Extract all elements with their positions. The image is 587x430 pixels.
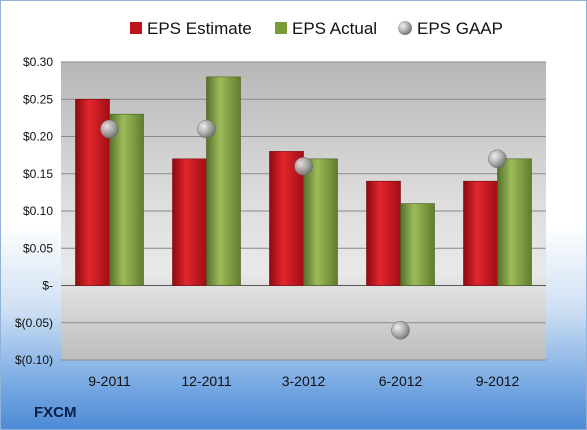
eps-actual-bar bbox=[206, 76, 241, 286]
eps-estimate-bar bbox=[269, 151, 304, 286]
eps-actual-bar bbox=[109, 113, 144, 286]
eps-gaap-point bbox=[294, 157, 313, 176]
x-tick-label: 6-2012 bbox=[379, 373, 423, 389]
x-tick-label: 9-2011 bbox=[88, 373, 131, 389]
legend-swatch-eps-gaap bbox=[398, 21, 412, 35]
eps-actual-bar bbox=[497, 158, 532, 286]
eps-gaap-point bbox=[488, 149, 507, 169]
y-tick-label: $0.10 bbox=[23, 204, 53, 218]
eps-gaap-point bbox=[100, 119, 119, 139]
x-tick-label: 9-2012 bbox=[476, 373, 520, 389]
y-tick-label: $0.30 bbox=[23, 55, 53, 69]
bars bbox=[75, 76, 532, 286]
ticker-label: FXCM bbox=[34, 404, 77, 421]
eps-estimate-bar bbox=[366, 180, 401, 286]
y-tick-label: $(0.10) bbox=[15, 353, 53, 367]
eps-actual-bar bbox=[303, 158, 338, 286]
eps-estimate-bar bbox=[172, 158, 207, 286]
y-tick-label: $0.15 bbox=[23, 167, 53, 181]
y-tick-label: $0.25 bbox=[23, 92, 53, 106]
y-tick-label: $- bbox=[42, 279, 53, 293]
legend-label-eps-actual: EPS Actual bbox=[292, 19, 377, 38]
legend-swatch-eps-estimate bbox=[130, 22, 142, 34]
y-tick-label: $0.05 bbox=[23, 241, 53, 255]
x-tick-label: 3-2012 bbox=[282, 373, 326, 389]
legend-label-eps-estimate: EPS Estimate bbox=[147, 19, 252, 38]
y-tick-label: $(0.05) bbox=[15, 316, 53, 330]
legend: EPS Estimate EPS Actual EPS GAAP bbox=[130, 19, 503, 38]
eps-estimate-bar bbox=[463, 180, 498, 286]
eps-actual-bar bbox=[400, 203, 435, 286]
legend-label-eps-gaap: EPS GAAP bbox=[417, 19, 503, 38]
eps-gaap-point bbox=[197, 119, 216, 139]
y-axis-ticks: $0.30 $0.25 $0.20 $0.15 $0.10 $0.05 $- $(0.05) $… bbox=[15, 55, 53, 367]
x-axis-ticks: 9-2011 12-2011 3-2012 6-2012 9-2012 bbox=[88, 373, 519, 389]
eps-gaap-point bbox=[391, 320, 410, 340]
x-tick-label: 12-2011 bbox=[181, 373, 232, 389]
gaap-points bbox=[100, 119, 507, 340]
legend-swatch-eps-actual bbox=[275, 22, 287, 34]
y-tick-label: $0.20 bbox=[23, 130, 53, 144]
